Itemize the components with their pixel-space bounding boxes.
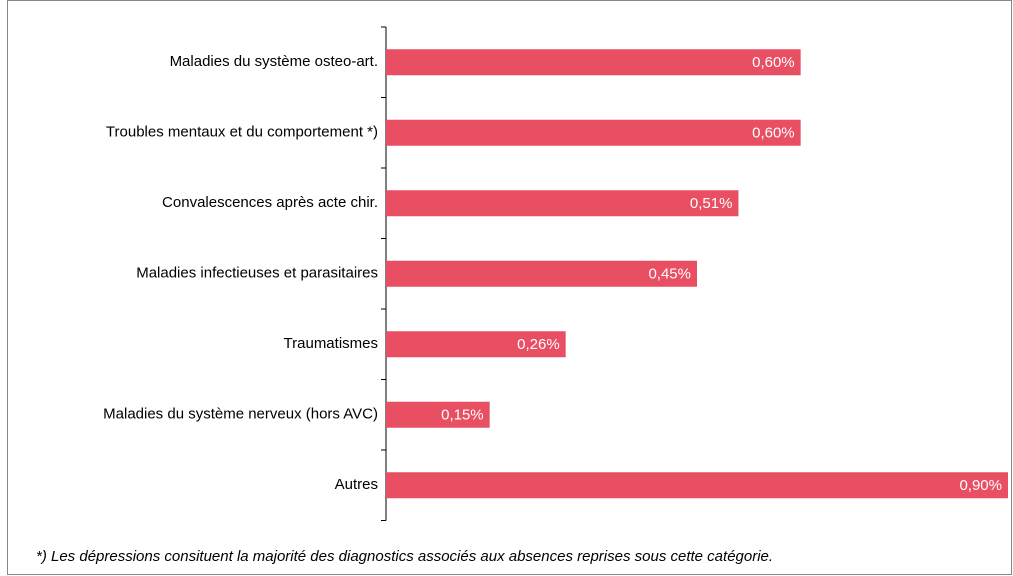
- y-tick-label: Maladies du système osteo-art.: [170, 53, 378, 70]
- data-label: 0,15%: [441, 407, 484, 424]
- footnote: *) Les dépressions consituent la majorit…: [36, 548, 773, 565]
- bar: [386, 49, 801, 76]
- y-tick-label: Maladies infectieuses et parasitaires: [136, 265, 378, 282]
- bar: [386, 260, 697, 287]
- bar: [386, 472, 1008, 499]
- bar: [386, 331, 566, 358]
- y-tick-label: Troubles mentaux et du comportement *): [106, 124, 378, 141]
- data-label: 0,45%: [648, 266, 691, 283]
- bar: [386, 401, 490, 428]
- data-label: 0,90%: [959, 477, 1002, 494]
- data-label: 0,60%: [752, 125, 795, 142]
- data-label: 0,60%: [752, 54, 795, 71]
- y-tick-label: Traumatismes: [284, 335, 378, 352]
- bar: [386, 119, 801, 146]
- y-tick-label: Convalescences après acte chir.: [162, 194, 378, 211]
- data-label: 0,51%: [690, 195, 733, 212]
- y-tick-label: Autres: [335, 476, 378, 493]
- bar: [386, 190, 739, 217]
- frame: [7, 0, 1012, 575]
- y-tick-label: Maladies du système nerveux (hors AVC): [103, 406, 378, 423]
- data-label: 0,26%: [517, 336, 560, 353]
